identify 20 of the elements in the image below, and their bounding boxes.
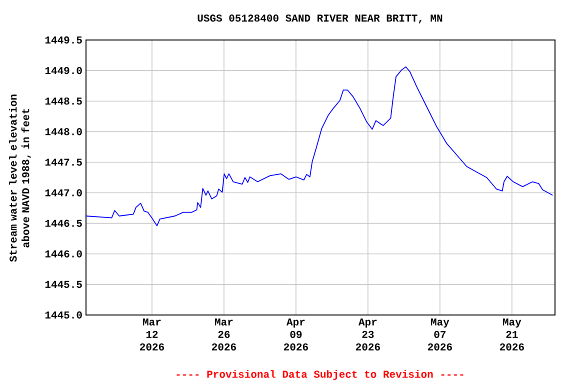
y-tick-label: 1448.0 (45, 128, 82, 136)
line-series (86, 66, 554, 226)
y-tick-label: 1447.5 (45, 158, 82, 166)
x-tick-label: May 21 2026 (500, 318, 524, 351)
y-tick-label: 1445.0 (45, 311, 82, 319)
x-tick-label: Apr 09 2026 (284, 318, 308, 351)
text: ---- Provisional Data Subject to Revision ---- (176, 370, 464, 380)
y-tick-label: 1448.5 (45, 98, 82, 105)
y-tick-label: 1446.5 (45, 220, 82, 227)
y-tick-label: 1447.0 (45, 189, 82, 196)
x-tick-label: Mar 26 2026 (212, 318, 236, 351)
y-axis-title: Stream water level elevation above NAVD 1988, in feet (9, 94, 31, 262)
chart-title: USGS 05128400 SAND RIVER NEAR BRITT, MN (198, 14, 442, 24)
y-tick-label: 1449.5 (45, 36, 82, 44)
x-tick-label: Apr 23 2026 (356, 318, 380, 351)
y-tick-label: 1445.5 (45, 280, 82, 288)
y-tick-label: 1446.0 (45, 250, 82, 258)
x-tick-label: May 07 2026 (428, 318, 452, 351)
x-tick-label: Mar 12 2026 (140, 318, 164, 351)
y-tick-label: 1449.0 (45, 66, 82, 74)
